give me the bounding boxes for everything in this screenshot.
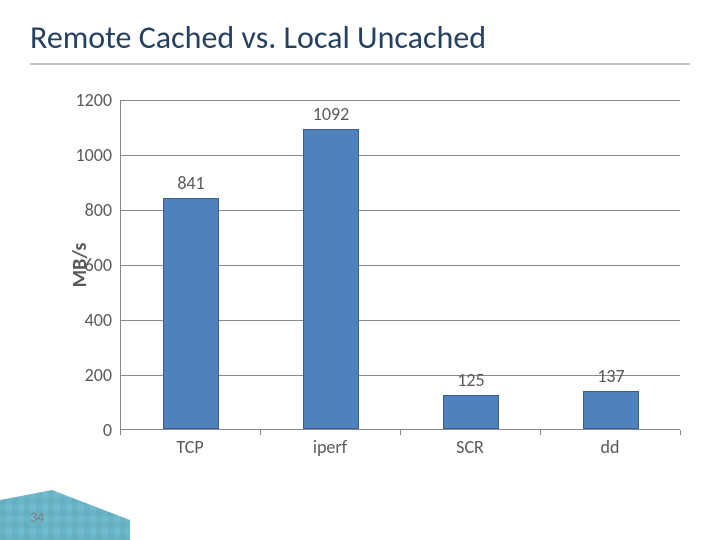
x-tick-mark bbox=[400, 430, 401, 435]
x-tick-label: iperf bbox=[270, 436, 390, 458]
title-underline bbox=[30, 63, 690, 65]
bar-chart: MB/s 8411092125137 020040060080010001200… bbox=[60, 100, 680, 470]
y-tick-label: 400 bbox=[60, 309, 112, 331]
x-tick-mark bbox=[120, 430, 121, 435]
bar-value-label: 841 bbox=[151, 172, 231, 194]
gridline bbox=[121, 100, 680, 101]
x-tick-label: TCP bbox=[130, 436, 250, 458]
y-tick-label: 0 bbox=[60, 419, 112, 441]
slide-number: 34 bbox=[30, 509, 44, 526]
y-tick-label: 1000 bbox=[60, 144, 112, 166]
slide-title: Remote Cached vs. Local Uncached bbox=[0, 0, 720, 63]
y-tick-label: 800 bbox=[60, 199, 112, 221]
plot-area: 841 1092 125 137 bbox=[120, 100, 680, 430]
bar bbox=[303, 129, 359, 429]
bar bbox=[583, 391, 639, 429]
x-tick-label: dd bbox=[550, 436, 670, 458]
x-tick-label: SCR bbox=[410, 436, 530, 458]
corner-decoration bbox=[0, 490, 130, 540]
x-tick-mark bbox=[680, 430, 681, 435]
bar bbox=[163, 198, 219, 429]
y-tick-label: 600 bbox=[60, 254, 112, 276]
x-tick-mark bbox=[540, 430, 541, 435]
bar-value-label: 1092 bbox=[291, 103, 371, 125]
y-tick-label: 200 bbox=[60, 364, 112, 386]
gridline bbox=[121, 155, 680, 156]
bar bbox=[443, 395, 499, 429]
x-tick-mark bbox=[260, 430, 261, 435]
y-tick-label: 1200 bbox=[60, 89, 112, 111]
bar-value-label: 125 bbox=[431, 369, 511, 391]
bar-value-label: 137 bbox=[571, 365, 651, 387]
